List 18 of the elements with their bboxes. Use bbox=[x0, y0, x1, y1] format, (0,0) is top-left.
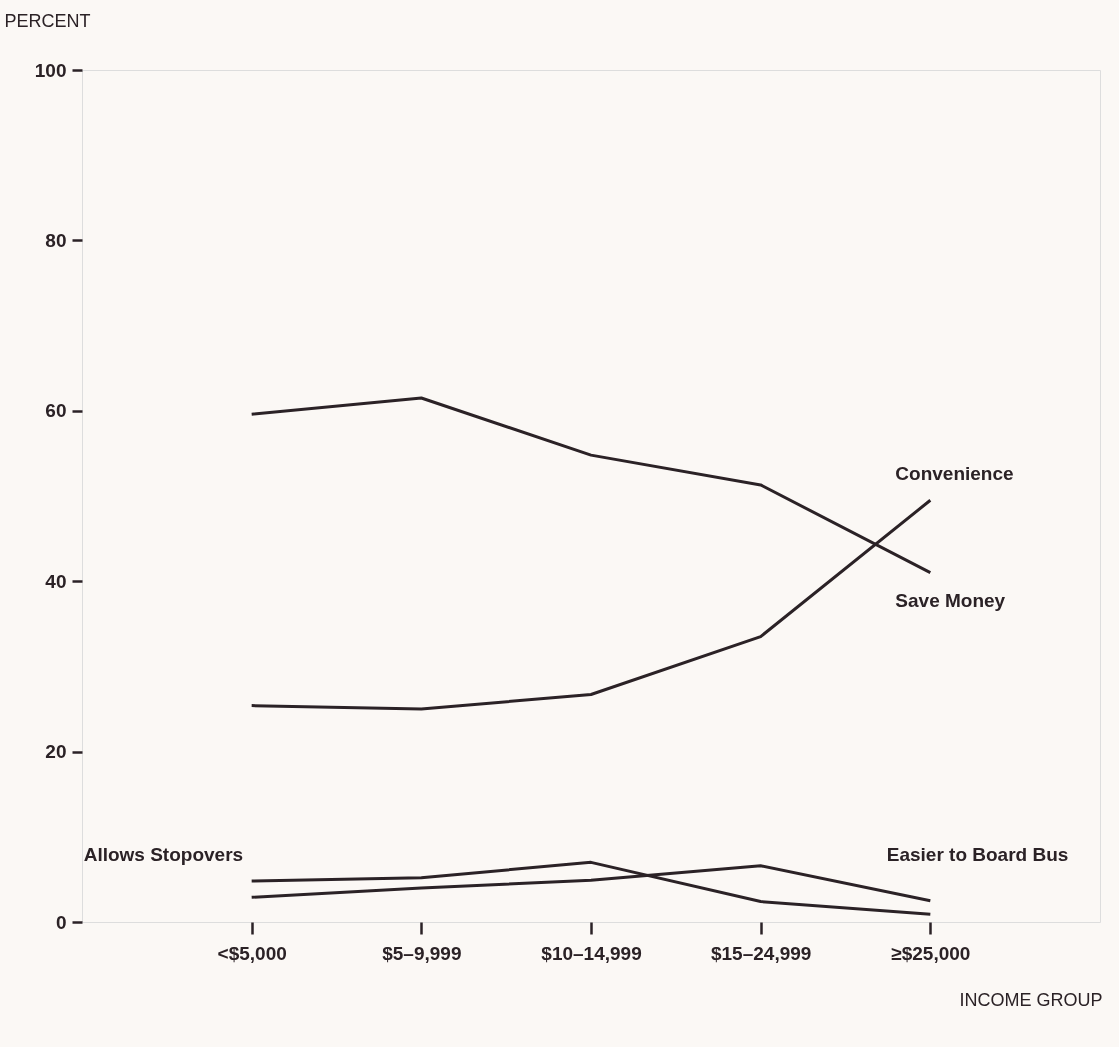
series-label: Allows Stopovers bbox=[83, 844, 244, 866]
y-tick-label: 100 bbox=[34, 59, 67, 81]
y-tick-label: 40 bbox=[45, 570, 67, 592]
y-axis-title: PERCENT bbox=[4, 10, 91, 31]
x-axis-title: INCOME GROUP bbox=[959, 989, 1103, 1010]
x-tick-label: $10–14,999 bbox=[541, 942, 642, 964]
y-tick-label: 60 bbox=[45, 400, 67, 422]
series-label: Convenience bbox=[895, 463, 1014, 485]
x-tick-label: ≥$25,000 bbox=[891, 942, 971, 964]
y-tick-label: 0 bbox=[55, 911, 67, 933]
y-tick-label: 20 bbox=[45, 741, 67, 763]
x-tick-label: $15–24,999 bbox=[710, 942, 812, 964]
x-tick-label: $5–9,999 bbox=[382, 942, 462, 964]
series-label: Easier to Board Bus bbox=[886, 843, 1069, 865]
line-series bbox=[250, 860, 932, 916]
y-tick-label: 80 bbox=[45, 229, 67, 251]
x-tick-label: <$5,000 bbox=[217, 942, 287, 964]
series-label: Save Money bbox=[895, 589, 1006, 611]
